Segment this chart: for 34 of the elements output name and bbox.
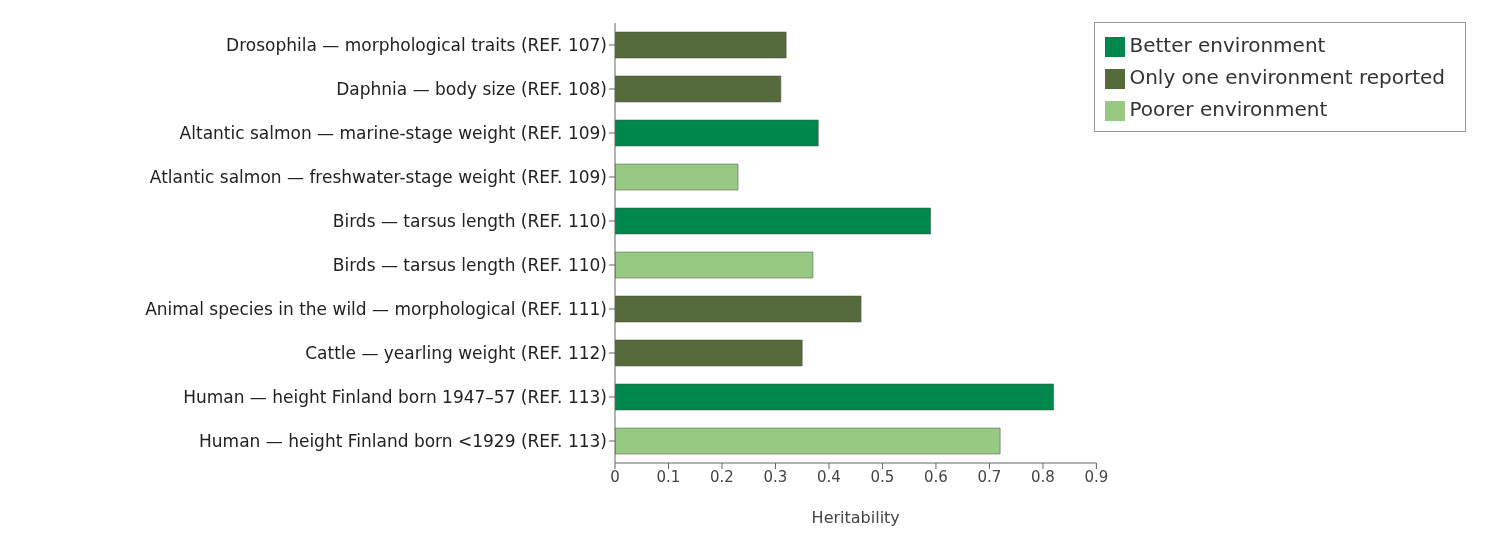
- y-tick-label: Atlantic salmon — freshwater-stage weight (REF. 109): [149, 167, 607, 188]
- x-tick-label: 0.4: [817, 467, 841, 486]
- bar: [615, 207, 931, 235]
- bar: [615, 383, 1054, 411]
- x-tick-label: 0.1: [656, 467, 681, 486]
- legend-label: Poorer environment: [1129, 97, 1328, 121]
- y-tick-label: Drosophila — morphological traits (REF. 107): [226, 35, 607, 56]
- y-tick-label: Altantic salmon — marine-stage weight (REF. 109): [179, 123, 607, 144]
- bar: [615, 251, 814, 279]
- bar: [615, 295, 862, 323]
- x-tick-label: 0.3: [763, 467, 788, 486]
- x-tick-label: 0.8: [1031, 467, 1055, 486]
- y-tick-label: Animal species in the wild — morphological (REF. 111): [145, 299, 607, 320]
- bar: [615, 31, 787, 59]
- x-tick-label: 0.7: [977, 467, 1002, 486]
- bar: [615, 427, 1001, 455]
- y-tick-label: Birds — tarsus length (REF. 110): [332, 211, 607, 232]
- y-tick-label: Birds — tarsus length (REF. 110): [332, 255, 607, 276]
- y-tick-label: Cattle — yearling weight (REF. 112): [305, 343, 607, 364]
- x-tick-label: 0.2: [710, 467, 734, 486]
- bar: [615, 163, 739, 191]
- legend-label: Only one environment reported: [1129, 65, 1445, 89]
- x-axis-title: Heritability: [811, 508, 900, 527]
- x-tick-label: 0.6: [924, 467, 948, 486]
- y-tick-label: Human — height Finland born 1947–57 (REF. 113): [183, 387, 607, 408]
- bar: [615, 119, 819, 147]
- y-tick-label: Daphnia — body size (REF. 108): [336, 79, 607, 100]
- y-tick-label: Human — height Finland born <1929 (REF. 113): [199, 431, 607, 452]
- bar: [615, 339, 803, 367]
- x-tick-label: 0.9: [1084, 467, 1109, 486]
- x-tick-label: 0.5: [870, 467, 895, 486]
- bar: [615, 75, 782, 103]
- x-tick-label: 0: [610, 467, 620, 486]
- legend-label: Better environment: [1129, 33, 1326, 57]
